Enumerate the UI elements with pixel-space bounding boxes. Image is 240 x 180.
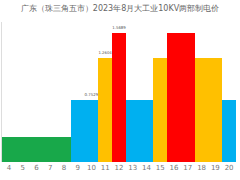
svg-text:1.2604: 1.2604	[98, 50, 112, 55]
svg-text:13: 13	[128, 164, 137, 172]
svg-text:20: 20	[225, 164, 234, 172]
svg-text:0.7529: 0.7529	[85, 92, 99, 97]
svg-text:5: 5	[20, 164, 24, 172]
svg-text:广东（珠三角五市）2023年8月大工业10KV两部制电价: 广东（珠三角五市）2023年8月大工业10KV两部制电价	[21, 4, 219, 13]
svg-text:16: 16	[170, 164, 179, 172]
svg-text:12: 12	[115, 164, 124, 172]
svg-text:4: 4	[7, 164, 12, 172]
svg-text:1.5689: 1.5689	[112, 25, 126, 30]
svg-text:7: 7	[48, 164, 52, 172]
svg-text:8: 8	[62, 164, 66, 172]
svg-text:11: 11	[101, 164, 110, 172]
svg-text:9: 9	[75, 164, 79, 172]
svg-text:14: 14	[142, 164, 151, 172]
svg-text:19: 19	[211, 164, 220, 172]
svg-text:18: 18	[197, 164, 206, 172]
svg-text:6: 6	[34, 164, 39, 172]
svg-text:15: 15	[156, 164, 165, 172]
svg-text:17: 17	[183, 164, 192, 172]
svg-text:10: 10	[87, 164, 96, 172]
